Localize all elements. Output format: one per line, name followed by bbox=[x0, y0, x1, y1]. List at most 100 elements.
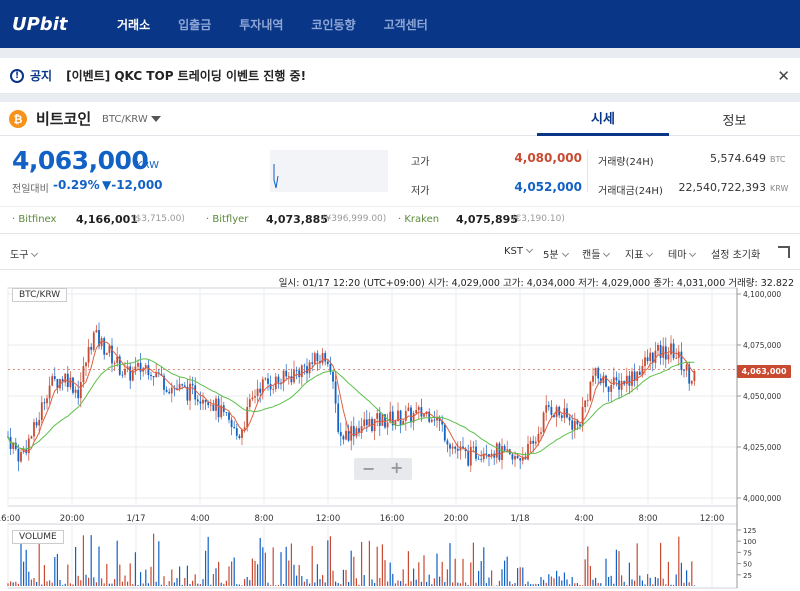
candle-body bbox=[451, 446, 454, 449]
candle-body bbox=[420, 407, 423, 417]
nav-customer-center[interactable]: 고객센터 bbox=[383, 17, 428, 32]
candle-body bbox=[139, 362, 142, 372]
theme-label: 테마 bbox=[668, 250, 687, 261]
candle-body bbox=[514, 456, 516, 460]
candle-body bbox=[207, 402, 210, 406]
expand-icon[interactable] bbox=[778, 246, 790, 258]
candle-body bbox=[51, 376, 54, 386]
chart-type-dropdown[interactable]: 캔들 bbox=[582, 246, 611, 261]
timezone-label: KST bbox=[504, 246, 524, 257]
tab-info[interactable]: 정보 bbox=[722, 113, 747, 129]
section-divider bbox=[0, 94, 800, 102]
candle-body bbox=[243, 427, 246, 430]
candle-body bbox=[659, 345, 662, 358]
candle-body bbox=[459, 446, 462, 451]
chart-axes: 4,100,000 4,075,000 4,050,000 4,025,000 4,00… bbox=[0, 288, 781, 588]
exchange-price: 4,073,885 bbox=[266, 213, 328, 226]
candle-body bbox=[657, 345, 659, 351]
nav-exchange[interactable]: 거래소 bbox=[117, 17, 151, 32]
notice-text[interactable]: [이벤트] QKC TOP 트레이딩 이벤트 진행 중! bbox=[66, 69, 307, 83]
candle-body bbox=[347, 430, 350, 441]
candle-body bbox=[568, 417, 571, 421]
candle-body bbox=[532, 440, 535, 444]
reset-settings-button[interactable]: 설정 초기화 bbox=[711, 250, 761, 261]
candle-body bbox=[425, 411, 428, 415]
coin-name[interactable]: 비트코인 bbox=[36, 110, 92, 128]
ohlc-low-label: 저가: bbox=[578, 278, 599, 289]
indicator-dropdown[interactable]: 지표 bbox=[625, 246, 654, 261]
time-axis-label: 12:00 bbox=[700, 514, 725, 524]
candle-body bbox=[230, 419, 233, 427]
time-axis-label: 16:00 bbox=[0, 514, 20, 524]
candle-body bbox=[12, 442, 15, 449]
candle-body bbox=[79, 382, 82, 399]
ohlc-low: 4,029,000 bbox=[601, 278, 651, 289]
candle-body bbox=[108, 345, 111, 353]
candle-body bbox=[287, 376, 290, 377]
candle-body bbox=[191, 383, 194, 386]
chevron-down-icon bbox=[561, 249, 569, 258]
interval-dropdown[interactable]: 5분 bbox=[543, 246, 569, 261]
price-axis-label: 4,075,000 bbox=[743, 341, 781, 350]
candle-body bbox=[105, 352, 108, 355]
candle-body bbox=[407, 407, 410, 412]
candle-body bbox=[592, 375, 594, 382]
candle-body bbox=[610, 384, 613, 392]
candle-body bbox=[35, 422, 38, 426]
candle-body bbox=[85, 362, 87, 367]
nav-investments[interactable]: 투자내역 bbox=[239, 17, 284, 32]
candle-body bbox=[651, 352, 654, 363]
chart-type-label: 캔들 bbox=[582, 250, 601, 261]
sparkline-line bbox=[273, 164, 279, 189]
candle-body bbox=[644, 357, 646, 367]
coin-pair[interactable]: BTC/KRW bbox=[102, 114, 148, 125]
candle-body bbox=[324, 353, 327, 362]
candle-body bbox=[178, 384, 181, 390]
price-chart[interactable]: 4,100,000 4,075,000 4,050,000 4,025,000 4,00… bbox=[0, 286, 800, 591]
candle-body bbox=[189, 383, 191, 401]
candle-body bbox=[560, 415, 563, 418]
candle-body bbox=[345, 430, 347, 440]
exchange-sub: ($3,715.00) bbox=[132, 214, 185, 224]
candle-body bbox=[631, 371, 633, 386]
volume-unit: BTC bbox=[770, 155, 786, 164]
top-navigation: UPbit 거래소 입출금 투자내역 코인동향 고객센터 bbox=[0, 0, 800, 48]
tools-dropdown[interactable]: 도구 bbox=[10, 246, 39, 261]
exclamation-icon: ! bbox=[10, 68, 24, 83]
candle-body bbox=[103, 338, 106, 355]
sparkline-chart bbox=[270, 150, 388, 192]
zoom-out-button[interactable]: − bbox=[362, 459, 376, 478]
candle-body bbox=[212, 404, 215, 411]
candle-body bbox=[555, 406, 558, 417]
ohlc-close: 4,031,000 bbox=[676, 278, 726, 289]
candle-body bbox=[280, 382, 282, 384]
ohlc-open-label: 시가: bbox=[427, 278, 449, 289]
close-icon[interactable]: ✕ bbox=[777, 67, 790, 85]
candle-body bbox=[61, 379, 64, 383]
timezone-dropdown[interactable]: KST bbox=[504, 245, 534, 257]
candle-body bbox=[259, 388, 262, 393]
candle-body bbox=[589, 381, 592, 401]
candle-body bbox=[176, 388, 178, 390]
candle-body bbox=[53, 376, 56, 380]
high-value: 4,080,000 bbox=[514, 151, 582, 165]
zoom-in-button[interactable]: + bbox=[390, 458, 404, 477]
upbit-logo[interactable]: UPbit bbox=[12, 13, 68, 35]
tab-price[interactable]: 시세 bbox=[537, 102, 669, 136]
candle-body bbox=[436, 417, 438, 421]
volume-label: VOLUME bbox=[12, 530, 64, 544]
candle-body bbox=[38, 419, 41, 426]
candle-body bbox=[290, 376, 293, 383]
candle-body bbox=[394, 420, 397, 426]
nav-coin-trends[interactable]: 코인동향 bbox=[311, 17, 356, 32]
chevron-down-icon[interactable] bbox=[151, 116, 161, 122]
candle-body bbox=[241, 429, 243, 438]
volume-axis-label: 50 bbox=[743, 561, 752, 569]
candle-body bbox=[66, 373, 69, 388]
candle-body bbox=[417, 407, 420, 411]
candle-body bbox=[150, 374, 152, 377]
candle-body bbox=[59, 379, 61, 389]
candle-body bbox=[209, 404, 212, 406]
nav-deposit-withdraw[interactable]: 입출금 bbox=[178, 17, 212, 32]
theme-dropdown[interactable]: 테마 bbox=[668, 246, 697, 261]
